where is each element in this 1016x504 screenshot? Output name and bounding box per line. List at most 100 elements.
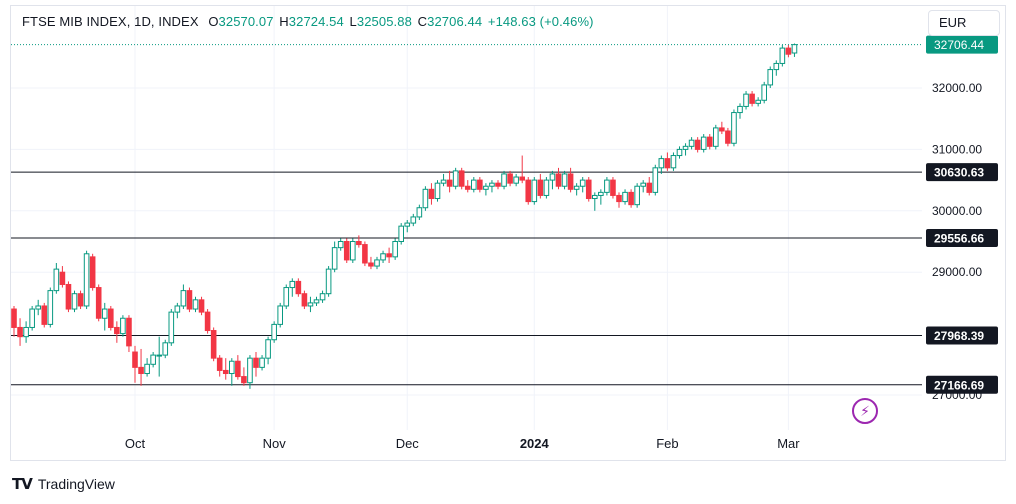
candle-body <box>295 280 302 295</box>
candle <box>779 45 786 67</box>
candle <box>700 134 707 153</box>
candle <box>71 290 78 313</box>
lightning-icon[interactable]: ⚡ <box>852 398 878 424</box>
candle-body <box>543 179 550 196</box>
candle <box>676 146 683 159</box>
candle-body <box>640 182 647 187</box>
candle <box>89 253 96 291</box>
candle <box>138 348 144 386</box>
candle-body <box>174 305 181 313</box>
candle <box>47 287 54 328</box>
candle-body <box>71 293 78 310</box>
candle-body <box>422 188 429 209</box>
candle <box>628 189 634 208</box>
candle <box>350 238 356 263</box>
candle <box>180 284 187 310</box>
candle-body <box>428 188 435 200</box>
candle-body <box>652 167 659 193</box>
candle <box>29 305 35 331</box>
candle-body <box>41 305 48 325</box>
candle-body <box>785 47 792 55</box>
candle <box>192 296 199 313</box>
candle-body <box>356 241 362 246</box>
candle <box>749 91 755 107</box>
candle <box>204 309 211 334</box>
candle <box>604 177 610 196</box>
candle <box>634 183 640 208</box>
candle-body <box>519 176 526 181</box>
candle-body <box>362 244 368 264</box>
time-axis-label: Nov <box>263 436 287 451</box>
level-price-label: 27968.39 <box>934 329 984 343</box>
candle-body <box>77 293 84 307</box>
candle-body <box>59 271 66 285</box>
low-label: L <box>349 14 357 29</box>
candle <box>464 180 471 193</box>
candle-body <box>561 173 568 187</box>
candle-body <box>108 308 114 328</box>
time-axis-label: Dec <box>396 436 420 451</box>
candle-body <box>331 247 338 270</box>
candle-body <box>283 287 290 307</box>
symbol-title: FTSE MIB INDEX, 1D, INDEX <box>22 14 199 29</box>
candle <box>773 60 780 76</box>
chart-frame <box>10 5 1006 461</box>
brand-name[interactable]: TradingView <box>37 476 115 492</box>
candle-body <box>767 69 774 86</box>
candle <box>17 318 23 346</box>
candle <box>682 143 689 156</box>
candle <box>719 121 725 135</box>
time-axis-label: 2024 <box>520 436 550 451</box>
candle-body <box>17 326 23 338</box>
candle-body <box>604 179 610 193</box>
candle-body <box>307 302 314 307</box>
candle-body <box>791 44 798 54</box>
candle <box>567 167 574 193</box>
last-price-tag <box>926 35 998 54</box>
candle <box>694 137 701 153</box>
currency-button[interactable]: EUR <box>928 10 1000 36</box>
last-price-label: 32706.44 <box>934 38 984 52</box>
candle-body <box>192 299 199 310</box>
time-axis: Oct Nov Dec 2024 Feb Mar <box>125 436 800 451</box>
candle <box>289 278 296 297</box>
candle-body <box>549 173 556 181</box>
candle-body <box>126 317 132 347</box>
candle <box>489 180 495 193</box>
candle-body <box>241 376 247 384</box>
candle-body <box>216 357 223 371</box>
candle-body <box>676 148 683 157</box>
candle <box>646 177 653 196</box>
level-price-tag <box>926 163 998 182</box>
candle <box>791 43 798 57</box>
candle <box>531 177 538 205</box>
candle-body <box>664 158 671 169</box>
candle <box>343 238 350 263</box>
candle <box>725 127 731 147</box>
candle <box>368 256 374 270</box>
level-price-label: 27166.69 <box>934 378 984 392</box>
candle-body <box>592 194 598 200</box>
price-axis-label: 31000.00 <box>932 142 982 156</box>
candle-body <box>464 185 471 190</box>
candle-body <box>374 259 380 267</box>
candle-body <box>761 84 768 101</box>
candle <box>265 336 271 365</box>
candle-body <box>749 93 755 104</box>
candle-body <box>11 308 17 328</box>
candle <box>247 355 253 389</box>
candle-body <box>343 241 350 261</box>
candle-body <box>706 136 713 147</box>
level-price-tag <box>926 326 998 345</box>
candle <box>713 124 719 150</box>
candle <box>501 170 507 190</box>
candle-body <box>646 182 653 193</box>
candles <box>11 43 922 389</box>
candle <box>585 177 592 202</box>
candle-body <box>477 179 483 190</box>
candle-body <box>168 311 175 344</box>
candle <box>543 177 550 199</box>
candle-body <box>259 357 265 368</box>
candle <box>761 81 768 104</box>
